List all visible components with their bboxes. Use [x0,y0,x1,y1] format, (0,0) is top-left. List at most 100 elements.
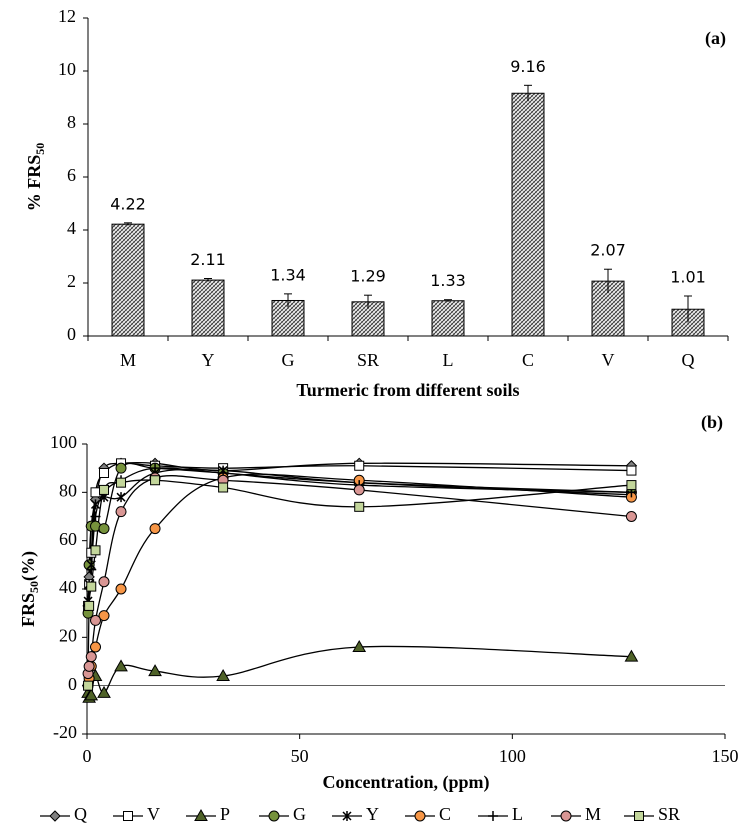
data-label: 1.34 [270,265,306,284]
marker [626,480,637,491]
legend-label: V [147,804,160,824]
label-part: (%) [18,551,39,581]
y-tick-label: 2 [67,271,76,291]
marker [116,492,126,503]
y-tick-label: 8 [67,112,76,132]
x-tick-label: SR [357,350,379,370]
y-tick-label: 12 [58,6,76,26]
marker [116,477,127,488]
marker [216,668,230,681]
data-label: 4.22 [110,194,146,213]
bar [511,92,545,337]
legend-entry: SR [624,804,680,824]
y-tick-label: 60 [59,529,77,549]
x-tick-label: 50 [291,746,309,766]
marker [98,523,110,535]
bar [271,299,305,337]
marker [90,499,101,510]
marker [115,583,127,595]
marker [115,506,127,518]
y-axis-label: % FRS50 [24,143,47,212]
marker [115,462,127,474]
label-part: 50 [27,581,41,593]
marker [624,649,639,662]
panel-label: (b) [701,412,723,433]
x-axis-label: Turmeric from different soils [296,380,519,400]
legend-entry: P [186,804,230,824]
y-tick-label: -20 [53,722,77,742]
marker [49,810,61,822]
marker [354,460,365,471]
marker [352,639,367,652]
legend-label: C [439,804,451,824]
marker [150,475,161,486]
marker [98,576,110,588]
marker [342,811,352,821]
legend-label: Y [366,804,379,824]
marker [86,564,97,575]
legend-entry: M [551,804,601,824]
marker [86,581,97,592]
data-label: 1.01 [670,267,706,286]
label-part: FRS [18,593,38,627]
y-axis-label: FRS50(%) [18,551,41,627]
x-tick-label: 150 [712,746,739,766]
x-tick-label: 100 [499,746,526,766]
x-tick-label: M [120,350,136,370]
legend-entry: C [405,804,451,824]
label-part: % FRS [24,155,44,212]
marker [414,810,426,822]
legend-label: M [585,804,601,824]
y-tick-label: 0 [67,324,76,344]
data-label: 1.33 [430,271,466,290]
marker [83,559,95,571]
marker [83,660,95,672]
bar [191,279,225,337]
legend-label: G [293,804,306,824]
marker [84,688,99,701]
x-tick-label: G [282,350,295,370]
marker [123,811,133,821]
legend-entry: L [478,804,523,824]
marker [149,523,161,535]
marker [268,810,280,822]
data-label: 2.11 [190,250,226,269]
y-tick-label: 20 [59,625,77,645]
marker [90,511,101,522]
legend-entry: G [259,804,306,824]
marker [90,614,102,626]
label-part: 50 [33,143,47,155]
marker [354,501,365,512]
x-tick-label: L [443,350,454,370]
marker [85,651,97,663]
y-tick-label: 10 [58,59,76,79]
y-tick-label: 6 [67,165,76,185]
marker [97,685,111,698]
x-tick-label: 0 [83,746,92,766]
marker [90,487,101,498]
marker [98,610,110,622]
marker [148,664,162,677]
marker [99,484,110,495]
marker [626,465,637,476]
marker [625,511,637,522]
marker [84,600,95,611]
marker [90,545,101,556]
marker [83,680,94,691]
legend-label: P [220,804,230,824]
marker [218,482,229,493]
legend-entry: V [113,804,160,824]
legend-label: SR [658,804,680,824]
y-tick-label: 100 [50,432,77,452]
x-tick-label: Q [682,350,695,370]
marker [194,808,208,821]
legend-label: L [512,804,523,824]
bar [431,300,465,337]
data-label: 2.07 [590,241,626,260]
x-axis-label: Concentration, (ppm) [323,772,490,793]
data-label: 1.29 [350,267,386,286]
y-tick-label: 40 [59,577,77,597]
x-tick-label: Y [202,350,215,370]
marker [353,484,365,496]
